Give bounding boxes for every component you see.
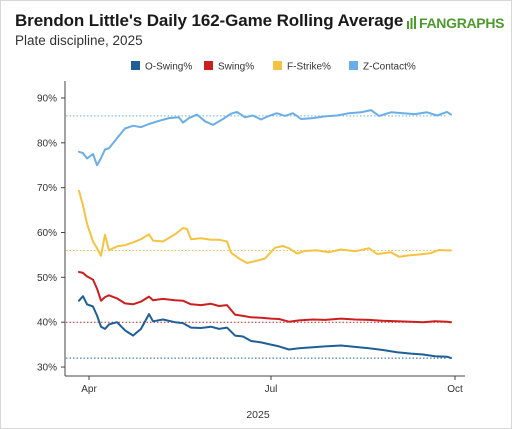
- x-tick-label: Oct: [447, 384, 463, 395]
- fangraphs-logo-icon: [407, 16, 416, 29]
- y-tick-label: 70%: [37, 183, 57, 194]
- legend-item: F-Strike%: [273, 61, 331, 73]
- series-line: [78, 189, 452, 264]
- series-line: [78, 295, 452, 360]
- legend-label: O-Swing%: [145, 62, 192, 73]
- y-tick-label: 80%: [37, 138, 57, 149]
- legend-item: Swing%: [204, 61, 254, 73]
- line-chart: O-Swing% Swing% F-Strike% Z-Contact% 30% 40%…: [37, 61, 465, 421]
- legend-swatch: [273, 61, 282, 70]
- x-tick-label: Jul: [265, 384, 278, 395]
- chart-title: Brendon Little's Daily 162-Game Rolling …: [15, 11, 404, 30]
- chart-axes: [64, 81, 465, 377]
- y-ticks: 30% 40% 50% 60% 70% 80% 90%: [37, 93, 65, 374]
- y-tick-label: 50%: [37, 273, 57, 284]
- y-tick-label: 60%: [37, 228, 57, 239]
- average-lines: [66, 115, 447, 359]
- legend-item: Z-Contact%: [349, 61, 416, 73]
- fangraphs-logo: FANGRAPHS: [406, 15, 505, 31]
- series-line: [78, 271, 452, 324]
- series-line: [78, 109, 452, 167]
- legend-label: Swing%: [218, 62, 254, 73]
- y-tick-label: 90%: [37, 93, 57, 104]
- chart-subtitle: Plate discipline, 2025: [15, 33, 143, 48]
- x-axis-title: 2025: [246, 409, 270, 421]
- chart-legend: O-Swing% Swing% F-Strike% Z-Contact%: [131, 61, 416, 73]
- legend-label: F-Strike%: [287, 62, 331, 73]
- legend-item: O-Swing%: [131, 61, 192, 73]
- series-lines: [78, 109, 452, 360]
- legend-swatch: [349, 61, 358, 70]
- legend-swatch: [131, 61, 140, 70]
- x-ticks: Apr Jul Oct: [81, 376, 463, 395]
- y-tick-label: 30%: [37, 363, 57, 374]
- y-tick-label: 40%: [37, 318, 57, 329]
- logo-text: FANGRAPHS: [419, 15, 505, 31]
- legend-label: Z-Contact%: [363, 62, 416, 73]
- x-tick-label: Apr: [81, 384, 97, 395]
- legend-swatch: [204, 61, 213, 70]
